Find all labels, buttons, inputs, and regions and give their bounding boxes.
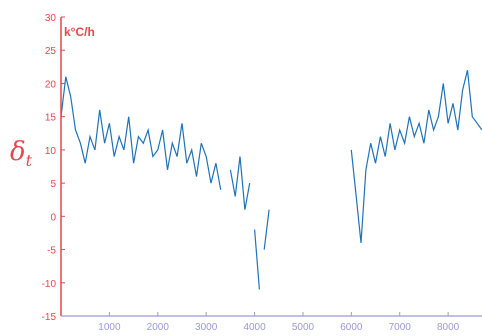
y-axis-label-subscript: t: [26, 151, 33, 170]
x-tick-label: 4000: [243, 322, 266, 333]
x-tick-labels: 1000 2000 3000 4000 5000 6000 7000 8000: [98, 322, 459, 333]
y-tick-label: 25: [45, 46, 57, 57]
x-tick-label: 8000: [437, 322, 460, 333]
y-tick-label: 0: [50, 212, 56, 223]
x-tick-label: 3000: [195, 322, 218, 333]
unit-label: k°C/h: [64, 25, 95, 39]
y-tick-labels: 30 25 20 15 10 5 0 -5 -10 -15: [42, 13, 57, 323]
x-tick-label: 6000: [340, 322, 363, 333]
x-tick-label: 2000: [147, 322, 170, 333]
axis-ticks: [61, 17, 448, 316]
y-axis-label-main: δ: [10, 137, 26, 167]
x-tick-label: 5000: [292, 322, 315, 333]
y-tick-label: 15: [45, 113, 57, 124]
y-tick-label: 5: [50, 179, 56, 190]
series-line: [61, 70, 482, 289]
x-tick-label: 7000: [389, 322, 412, 333]
y-tick-label: -5: [47, 246, 56, 257]
y-tick-label: 20: [45, 79, 57, 90]
x-tick-label: 1000: [98, 322, 121, 333]
y-tick-label: -15: [42, 312, 57, 323]
y-axis-label: δt: [10, 137, 33, 170]
y-tick-label: 10: [45, 146, 57, 157]
y-tick-label: 30: [45, 13, 57, 24]
y-tick-label: -10: [42, 279, 57, 290]
